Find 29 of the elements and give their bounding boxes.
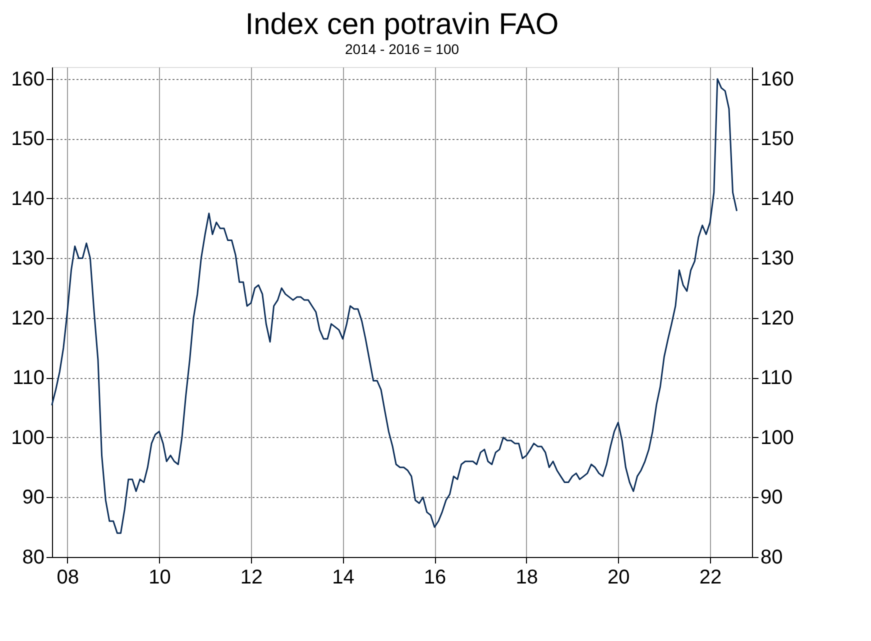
x-tick-label: 08	[56, 566, 79, 588]
y2-tick-label: 150	[760, 128, 794, 150]
line-series	[51, 78, 738, 534]
y2-tick-label: 110	[760, 367, 792, 390]
y-tick-label: 150	[11, 128, 44, 150]
y-tick-label: 80	[22, 546, 44, 568]
x-tick-label: 20	[608, 566, 630, 588]
x-tick-label: 18	[516, 566, 538, 588]
y2-tick-label: 80	[760, 546, 783, 568]
y-tick-label: 90	[22, 486, 44, 509]
y-tick-label: 160	[11, 68, 44, 90]
x-tick-label: 14	[332, 566, 354, 588]
x-tick-label: 16	[424, 566, 446, 588]
x-tick-label: 12	[240, 566, 263, 588]
y2-tick-label: 130	[760, 248, 794, 270]
y-tick-label: 100	[11, 426, 44, 449]
y2-tick-label: 100	[760, 426, 794, 449]
chart-subtitle: 2014 - 2016 = 100	[344, 41, 460, 57]
y-tick-label: 130	[11, 248, 44, 270]
x-tick-label: 10	[148, 566, 171, 588]
y2-tick-label: 90	[760, 486, 783, 509]
y2-tick-label: 160	[760, 68, 794, 90]
y-tick-label: 120	[11, 307, 44, 330]
x-tick-label: 22	[699, 566, 722, 588]
y2-tick-label: 120	[760, 307, 794, 330]
y-tick-label: 110	[12, 367, 44, 390]
y-tick-label: 140	[11, 188, 44, 210]
y2-tick-label: 140	[760, 188, 794, 210]
chart-title: Index cen potravin FAO	[245, 8, 559, 41]
